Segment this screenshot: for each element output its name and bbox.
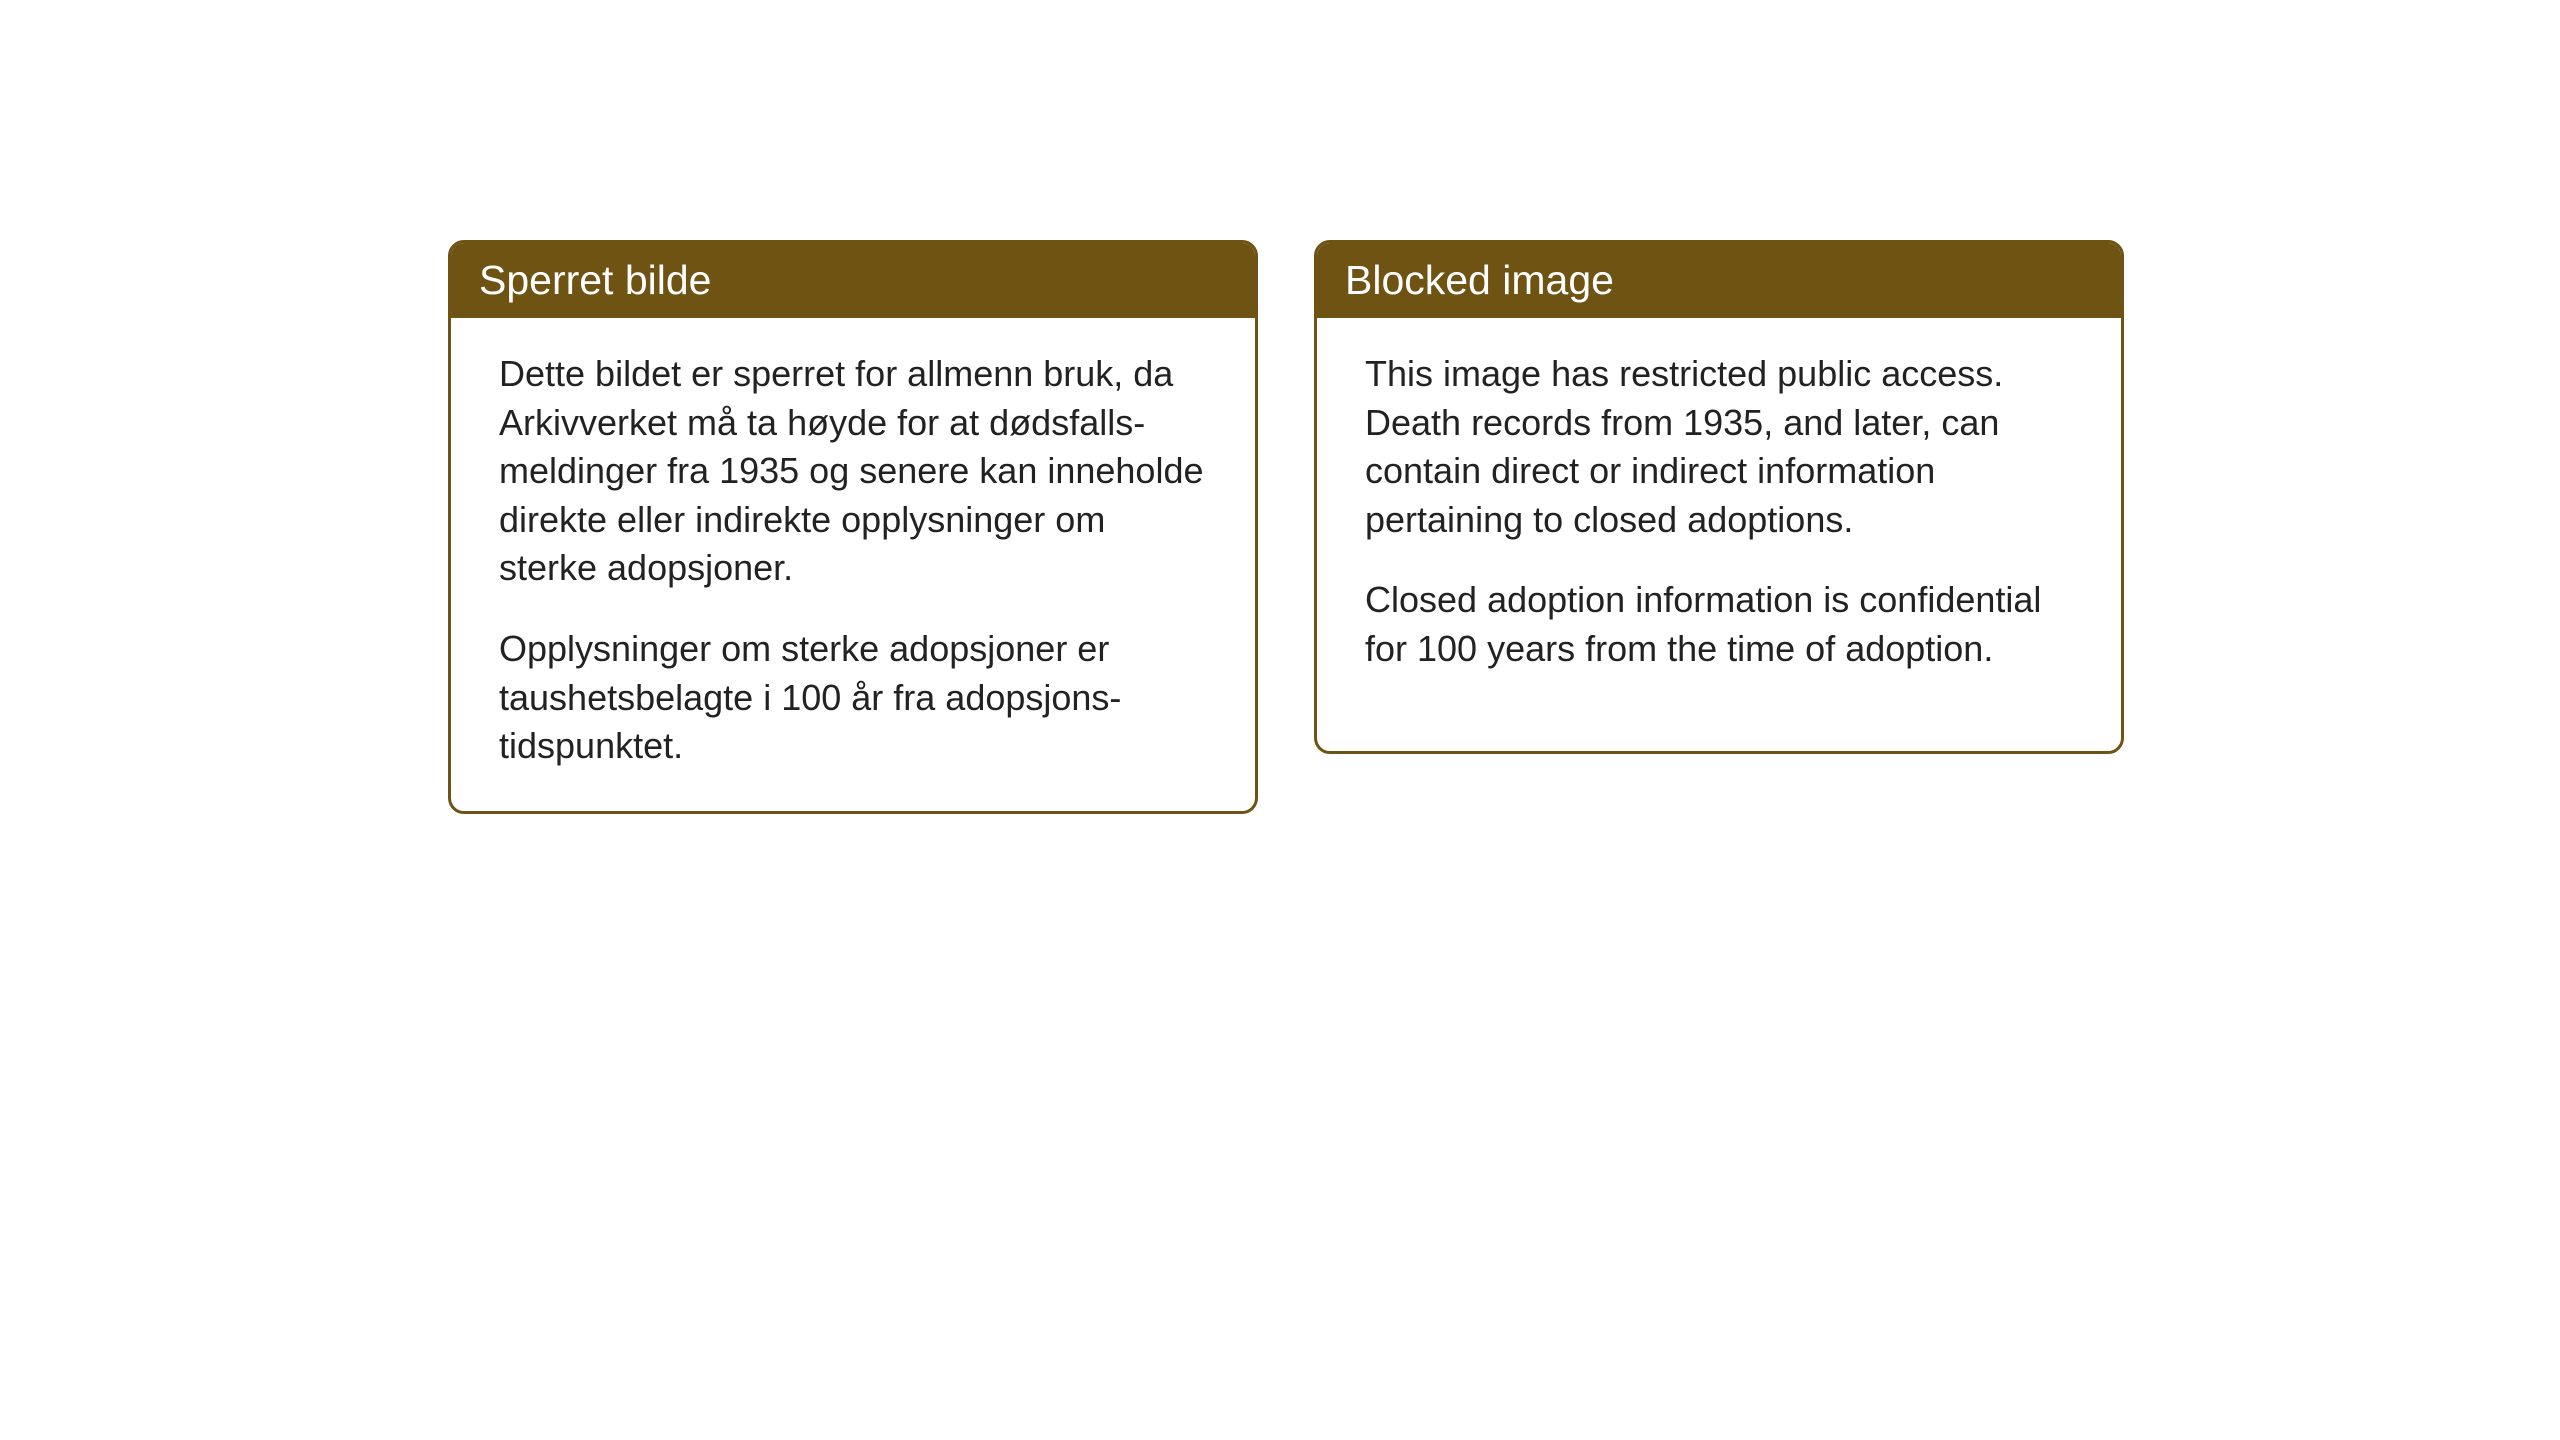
card-para2-english: Closed adoption information is confident…	[1365, 576, 2073, 673]
card-para1-english: This image has restricted public access.…	[1365, 350, 2073, 544]
card-english: Blocked image This image has restricted …	[1314, 240, 2124, 754]
card-header-english: Blocked image	[1317, 243, 2121, 318]
card-header-norwegian: Sperret bilde	[451, 243, 1255, 318]
card-body-norwegian: Dette bildet er sperret for allmenn bruk…	[451, 318, 1255, 811]
card-title-norwegian: Sperret bilde	[479, 257, 711, 303]
card-para1-norwegian: Dette bildet er sperret for allmenn bruk…	[499, 350, 1207, 593]
card-norwegian: Sperret bilde Dette bildet er sperret fo…	[448, 240, 1258, 814]
cards-container: Sperret bilde Dette bildet er sperret fo…	[448, 240, 2560, 814]
card-title-english: Blocked image	[1345, 257, 1614, 303]
card-body-english: This image has restricted public access.…	[1317, 318, 2121, 714]
card-para2-norwegian: Opplysninger om sterke adopsjoner er tau…	[499, 625, 1207, 771]
